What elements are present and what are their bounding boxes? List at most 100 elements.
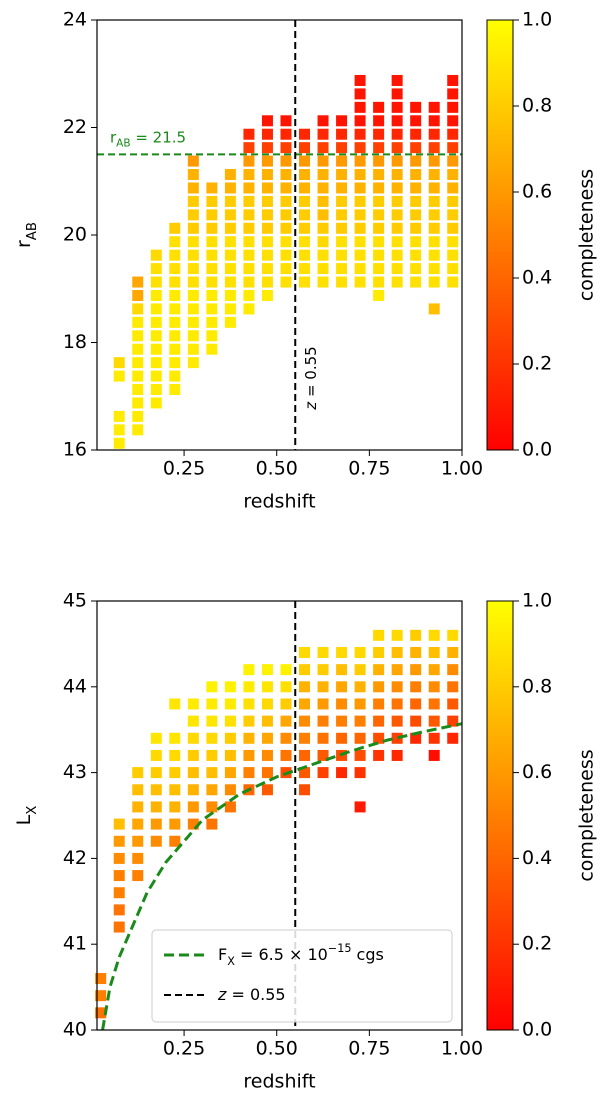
cell [187, 343, 199, 355]
cell [206, 784, 218, 796]
cell [261, 749, 273, 761]
cell [280, 715, 292, 727]
cell [224, 801, 236, 813]
cell [354, 155, 366, 167]
cell [169, 767, 181, 779]
cell [391, 142, 403, 154]
cell [410, 222, 422, 234]
cell [391, 74, 403, 86]
cell [280, 128, 292, 140]
cell [113, 921, 125, 933]
cell [132, 818, 144, 830]
cell [410, 629, 422, 641]
cell [354, 142, 366, 154]
cell [317, 263, 329, 275]
cell [187, 155, 199, 167]
y-axis-label-part: X [25, 806, 40, 815]
cell [206, 182, 218, 194]
cell [317, 115, 329, 127]
cell [317, 236, 329, 248]
cell [299, 195, 311, 207]
cell [391, 629, 403, 641]
cell [299, 128, 311, 140]
cell [447, 715, 459, 727]
cell [187, 698, 199, 710]
cell [224, 276, 236, 288]
cell [428, 749, 440, 761]
cell [447, 263, 459, 275]
cell [206, 749, 218, 761]
cell [373, 155, 385, 167]
cell [113, 904, 125, 916]
cell [243, 249, 255, 261]
cell [224, 698, 236, 710]
cell [206, 303, 218, 315]
cell [410, 732, 422, 744]
cell [299, 142, 311, 154]
legend-label-part: = 6.5 × 10 [235, 945, 328, 964]
cell [224, 316, 236, 328]
cell [169, 289, 181, 301]
cell [187, 801, 199, 813]
cell [132, 870, 144, 882]
cell [187, 169, 199, 181]
cell [169, 276, 181, 288]
cell [224, 195, 236, 207]
cell [132, 316, 144, 328]
cell [187, 818, 199, 830]
colorbar-tick-label: 0.4 [522, 847, 552, 869]
cell [187, 249, 199, 261]
cell [169, 303, 181, 315]
cell [261, 664, 273, 676]
cell [410, 195, 422, 207]
cell [373, 698, 385, 710]
cell [354, 263, 366, 275]
cell [206, 330, 218, 342]
cell [410, 115, 422, 127]
cell [410, 169, 422, 181]
cell [373, 715, 385, 727]
x-tick-label: 0.25 [163, 458, 205, 480]
cell [299, 732, 311, 744]
cell [224, 169, 236, 181]
x-axis-label: redshift [243, 1071, 315, 1093]
cell [410, 249, 422, 261]
cell [169, 263, 181, 275]
cell [317, 767, 329, 779]
colorbar-tick-label: 1.0 [522, 9, 552, 31]
y-tick-label: 16 [63, 439, 87, 461]
cell [187, 303, 199, 315]
cell [373, 182, 385, 194]
cell [428, 128, 440, 140]
cell [132, 343, 144, 355]
cell [224, 222, 236, 234]
cell [336, 209, 348, 221]
cell [169, 343, 181, 355]
legend-label: FX = 6.5 × 10−15 cgs [218, 942, 384, 968]
cell [113, 437, 125, 449]
cell [317, 169, 329, 181]
cell [261, 767, 273, 779]
x-tick-label: 0.25 [163, 1038, 205, 1060]
cell [317, 209, 329, 221]
cell [428, 698, 440, 710]
cell [261, 276, 273, 288]
cell [113, 357, 125, 369]
x-tick-label: 0.75 [348, 458, 390, 480]
cell [150, 767, 162, 779]
cell [224, 236, 236, 248]
cell [169, 801, 181, 813]
cell [447, 195, 459, 207]
cell [317, 732, 329, 744]
cell [299, 749, 311, 761]
y-axis-label-part: r [13, 240, 35, 248]
cell [410, 142, 422, 154]
cell [299, 222, 311, 234]
cell [410, 101, 422, 113]
cell [299, 681, 311, 693]
cell [428, 169, 440, 181]
cell [243, 664, 255, 676]
cell [391, 182, 403, 194]
cell [243, 732, 255, 744]
